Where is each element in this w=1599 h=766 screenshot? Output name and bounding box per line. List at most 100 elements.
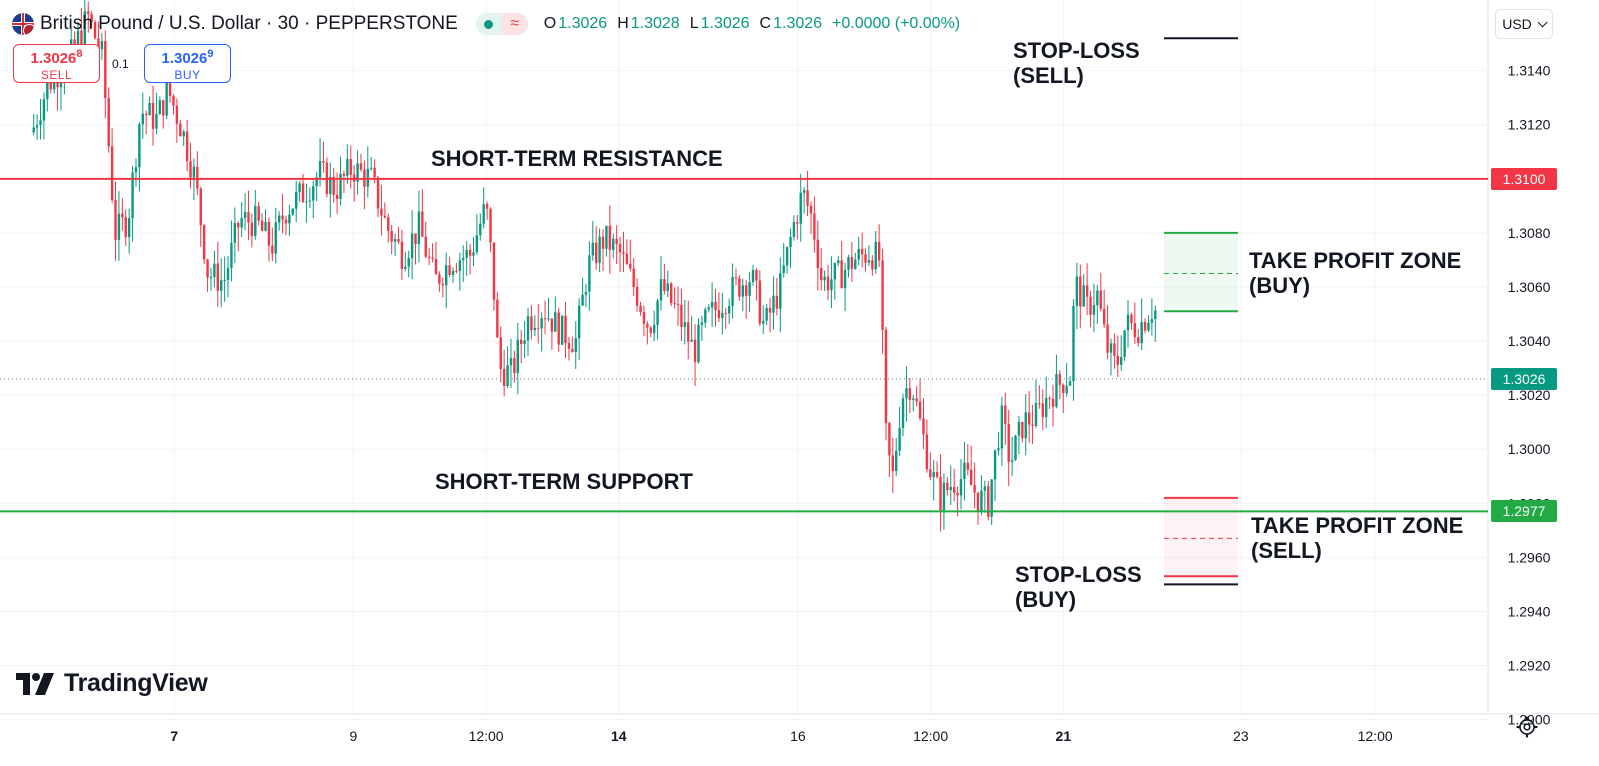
- candle-body: [898, 428, 901, 451]
- tradingview-logo[interactable]: TradingView: [16, 669, 208, 698]
- candle-body: [1065, 385, 1068, 394]
- candle-body: [1000, 405, 1004, 449]
- candle-body: [693, 339, 697, 363]
- candle-body: [117, 213, 121, 240]
- candle-body: [601, 236, 605, 249]
- candle-body: [397, 238, 400, 242]
- candle-body: [121, 213, 124, 218]
- candle-body: [298, 183, 301, 193]
- ohlc-high: H 1.3028: [617, 15, 680, 32]
- candle-body: [1092, 305, 1096, 315]
- candle-body: [533, 327, 537, 331]
- candle-body: [291, 208, 294, 215]
- ohlc-change: +0.0000 (+0.00%): [832, 15, 961, 32]
- candle-body: [264, 221, 267, 231]
- candle-body: [138, 124, 141, 168]
- y-tick-label: 1.3000: [1508, 441, 1551, 457]
- candle-body: [90, 14, 93, 23]
- candle-body: [891, 455, 894, 471]
- ohlc-close: C 1.3026: [759, 15, 823, 32]
- candle-body: [537, 327, 540, 329]
- candle-body: [247, 212, 250, 223]
- candle-body: [465, 249, 468, 258]
- candle-body: [727, 306, 731, 314]
- candle-body: [973, 485, 976, 493]
- candle-body: [387, 217, 390, 231]
- candle-body: [199, 188, 202, 226]
- symbol-title[interactable]: British Pound / U.S. Dollar · 30 · PEPPE…: [40, 13, 458, 34]
- candle-body: [741, 285, 744, 297]
- buy-button[interactable]: 1.30269 BUY: [144, 44, 231, 83]
- candle-body: [1055, 374, 1058, 407]
- candle-body: [867, 260, 871, 263]
- symbol-header[interactable]: British Pound / U.S. Dollar · 30 · PEPPE…: [12, 11, 960, 37]
- candle-body: [577, 305, 581, 339]
- candle-body: [908, 388, 912, 400]
- take-profit-buy-label: TAKE PROFIT ZONE (BUY): [1249, 248, 1462, 298]
- candle-body: [970, 469, 973, 486]
- candle-body: [772, 295, 775, 313]
- candle-body: [1143, 322, 1147, 331]
- candle-body: [738, 278, 741, 297]
- candle-body: [605, 225, 608, 249]
- candle-body: [840, 260, 843, 289]
- chart-settings-gear-icon[interactable]: [1516, 716, 1538, 738]
- currency-selector[interactable]: USD: [1495, 9, 1553, 39]
- candle-body: [949, 486, 952, 491]
- candle-body: [1120, 356, 1123, 365]
- candle-body: [390, 230, 393, 242]
- x-tick-label: 7: [170, 728, 178, 744]
- candle-body: [714, 301, 717, 310]
- candle-body: [966, 462, 969, 470]
- candle-body: [574, 338, 577, 353]
- candle-body: [288, 214, 291, 224]
- candle-body: [673, 303, 676, 305]
- wave-icon: ≈: [501, 13, 528, 35]
- candle-body: [1089, 296, 1092, 315]
- candle-body: [42, 99, 46, 121]
- ohlc-open: O 1.3026: [543, 15, 608, 32]
- candle-body: [196, 166, 199, 189]
- candle-body: [455, 270, 458, 272]
- candle-body: [813, 213, 816, 240]
- candle-body: [516, 339, 519, 374]
- candle-body: [322, 161, 325, 163]
- market-status-pill[interactable]: ≈: [475, 13, 528, 35]
- candle-body: [976, 492, 980, 511]
- candle-body: [445, 265, 448, 286]
- candle-body: [932, 471, 935, 478]
- candle-body: [284, 219, 288, 224]
- candle-body: [707, 307, 710, 310]
- candle-body: [990, 479, 993, 517]
- candle-body: [151, 102, 155, 129]
- candle-body: [922, 418, 925, 435]
- candle-body: [332, 176, 335, 195]
- candle-body: [843, 269, 847, 289]
- sell-button[interactable]: 1.30268 SELL: [13, 44, 100, 83]
- candle-body: [782, 265, 785, 274]
- candle-body: [625, 253, 629, 264]
- candle-body: [789, 236, 792, 248]
- ohlc-readout: O 1.3026 H 1.3028 L 1.3026 C 1.3026 +0.0000 …: [544, 15, 960, 33]
- candle-body: [339, 173, 342, 199]
- candle-body: [1147, 322, 1150, 331]
- candle-body: [830, 279, 833, 291]
- candle-body: [745, 285, 748, 296]
- candle-body: [373, 167, 376, 178]
- candle-body: [407, 258, 410, 267]
- candle-body: [554, 312, 557, 332]
- candle-body: [571, 348, 574, 353]
- candle-body: [250, 222, 254, 236]
- candle-body: [87, 11, 90, 15]
- x-tick-label: 23: [1233, 728, 1249, 744]
- candle-body: [475, 235, 479, 253]
- candle-body: [93, 22, 97, 39]
- candle-body: [765, 307, 768, 321]
- candle-body: [751, 270, 755, 283]
- candle-body: [359, 163, 363, 170]
- candle-body: [724, 312, 727, 314]
- candle-body: [1068, 381, 1072, 386]
- candle-body: [482, 204, 485, 224]
